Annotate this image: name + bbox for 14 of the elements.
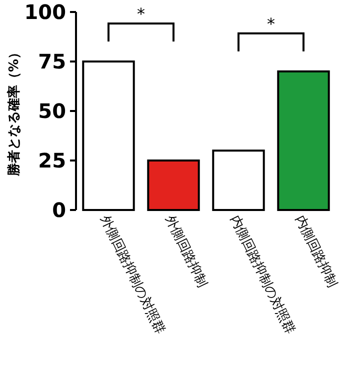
annotation: * [137,4,145,24]
y-tick-label: 100 [24,0,66,24]
bar [277,70,330,211]
annotation: * [267,14,275,34]
y-tick-label: 25 [38,148,66,172]
y-tick-label: 0 [52,198,66,222]
y-tick-label: 75 [38,50,66,74]
y-tick-label: 50 [38,99,66,123]
x-tick-label: 内側回路抑制 [292,213,340,290]
bar [212,150,265,211]
x-tick-label: 外側回路抑制 [162,213,210,290]
y-axis-title: 勝者となる確率（%） [6,46,22,178]
bar [147,160,200,211]
bar [82,60,135,211]
